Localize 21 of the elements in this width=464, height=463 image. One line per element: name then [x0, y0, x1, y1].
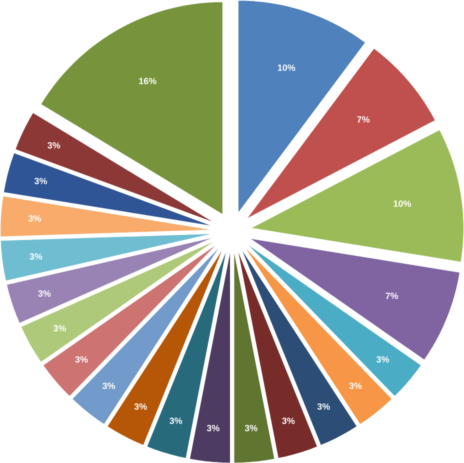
data-label: 3% — [376, 356, 390, 362]
data-label: 10% — [278, 64, 296, 71]
data-label: 10% — [394, 200, 412, 207]
data-label: 7% — [357, 116, 370, 123]
data-label: 3% — [34, 178, 48, 184]
data-label: 3% — [48, 142, 60, 148]
data-label: 3% — [170, 417, 182, 424]
data-label: 3% — [282, 417, 295, 424]
data-label: 3% — [38, 290, 51, 297]
data-label: 3% — [28, 215, 41, 222]
data-label: 3% — [244, 424, 258, 432]
data-label: 3% — [53, 324, 66, 332]
data-label: 3% — [206, 424, 220, 432]
data-label: 16% — [139, 78, 156, 84]
data-label: 3% — [75, 356, 88, 362]
data-label: 3% — [102, 382, 116, 389]
data-label: 7% — [386, 292, 398, 299]
data-label: 3% — [134, 403, 147, 410]
data-label: 3% — [317, 403, 330, 410]
data-label: 3% — [349, 382, 362, 389]
data-label: 3% — [30, 253, 42, 260]
